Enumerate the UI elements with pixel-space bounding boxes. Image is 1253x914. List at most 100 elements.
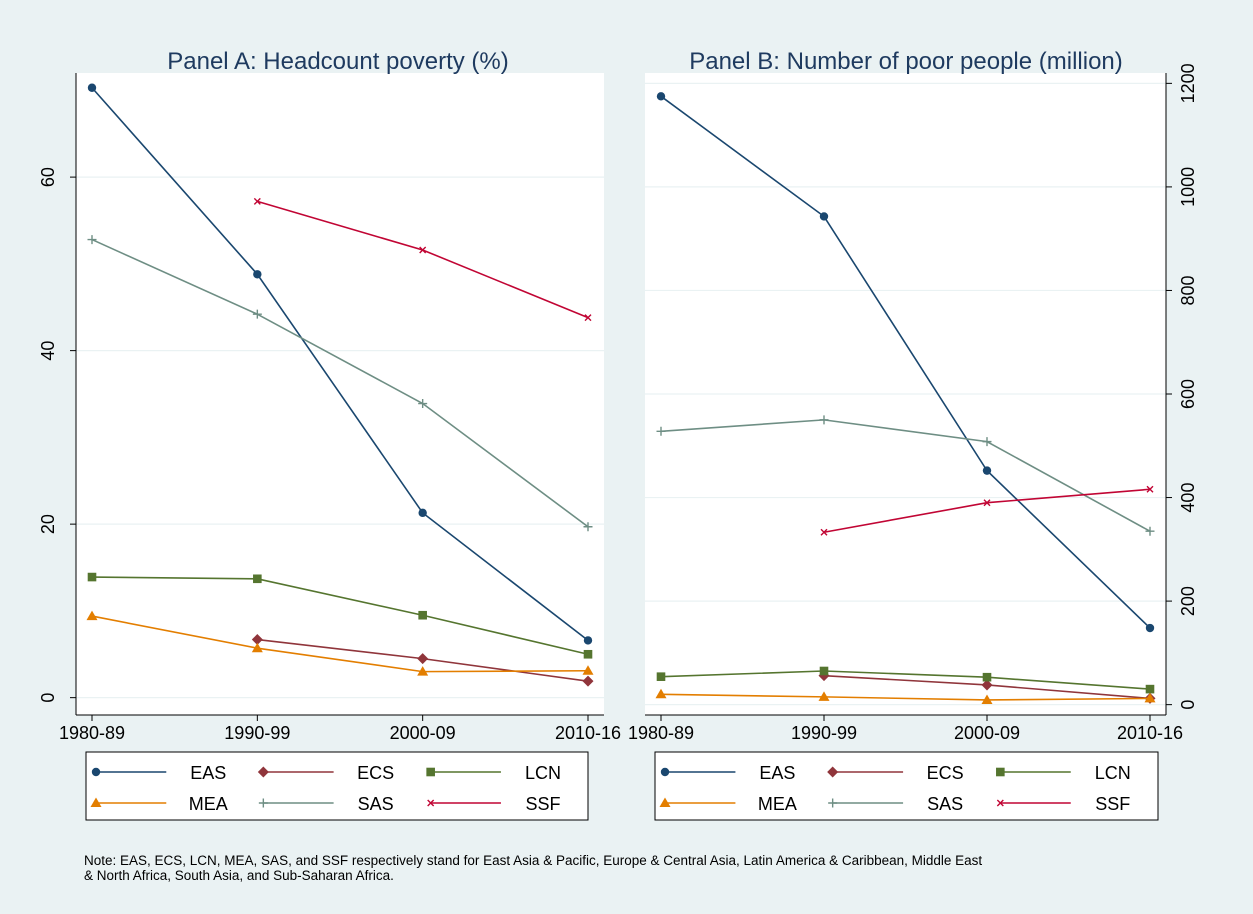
figure-note: Note: EAS, ECS, LCN, MEA, SAS, and SSF r… (84, 853, 1184, 883)
panel-a-x-tick-label: 1980-89 (59, 723, 125, 743)
panel-a-legend-item-eas: EAS (91, 763, 226, 783)
note-line-1: Note: EAS, ECS, LCN, MEA, SAS, and SSF r… (84, 853, 983, 868)
panel-a-series-lcn-point (87, 572, 97, 582)
panel-a-legend-marker (91, 767, 101, 777)
panel-a-series-lcn-point (418, 610, 427, 620)
panel-a: Panel A: Headcount poverty (%) 0 20 40 60 198… (0, 0, 624, 842)
panel-b-series-eas-point (656, 92, 666, 101)
panel-a-legend-label: EAS (190, 763, 226, 783)
panel-a-legend-marker (90, 797, 102, 807)
panel-a-y-tick-label: 60 (38, 167, 58, 187)
panel-a-series-lcn-point (253, 574, 262, 584)
panel-b-x-tick-label: 1990-99 (791, 723, 857, 743)
panel-a-legend-item-sas: SAS (258, 794, 394, 814)
panel-b-series-mea-point (818, 691, 830, 701)
panel-a-legend-label: LCN (525, 763, 561, 783)
panel-b-series-eas-point (982, 466, 992, 475)
panel-b-legend-item-mea: MEA (659, 794, 797, 814)
panel-b-series-sas-point (819, 415, 829, 425)
panel-a-x-tick-label: 2000-09 (390, 723, 456, 743)
panel-b-legend-marker (660, 767, 670, 777)
panel-a-series-sas-point (252, 309, 262, 319)
panel-b-series-mea-point (1144, 692, 1156, 703)
panel-a-x-tick-label: 2010-16 (555, 723, 621, 743)
panel-a-series-ecs-point (582, 675, 594, 687)
panel-a-series-ecs-point (251, 634, 263, 646)
panel-b-legend-label: EAS (759, 763, 795, 783)
panel-b-series-lcn-point (819, 666, 829, 676)
panel-b-legend: EAS ECS LCN MEA SAS SSF (654, 751, 1159, 821)
panel-b-series-lcn-point (982, 672, 992, 682)
note-line-2: & North Africa, South Asia, and Sub-Saha… (84, 868, 394, 883)
panel-a-y-tick-label: 40 (38, 341, 58, 361)
panel-a-series-sas-point (87, 235, 97, 245)
panel-a-series-lcn-line (91, 576, 589, 656)
panel-a-series-eas-point (418, 508, 427, 518)
panel-b-y-tick-label: 200 (1178, 586, 1198, 616)
panel-a-legend-label: SAS (358, 794, 394, 814)
panel-b-series-lcn-line (660, 670, 1151, 690)
panel-a-legend-label: ECS (357, 763, 394, 783)
panel-b-series-lcn-point (656, 672, 666, 681)
panel-a-x-tick-label: 1990-99 (224, 723, 290, 743)
panel-b-series-ecs-point (981, 679, 993, 691)
panel-a-series-eas-point (87, 83, 97, 92)
panel-b-series-sas-point (1145, 526, 1155, 536)
panel-a-series-mea-point (86, 610, 98, 621)
panel-b-series-lcn-point (1145, 684, 1155, 694)
panel-a-series-ecs-point (417, 653, 429, 665)
panel-a-series-eas-line (91, 87, 589, 642)
panel-a-legend-item-ssf: SSF (427, 794, 560, 814)
panel-b-legend-item-eas: EAS (660, 763, 795, 783)
panel-a-legend-box (85, 751, 589, 821)
panel-b-legend-item-sas: SAS (828, 794, 963, 814)
panel-a-y-tick-label: 0 (38, 693, 58, 703)
panel-a-legend-marker (257, 766, 269, 778)
panel-a-legend-marker (427, 799, 435, 807)
panel-a-series-mea-point (417, 666, 429, 676)
panel-b-y-tick-label: 1000 (1178, 167, 1198, 207)
panel-b: Panel B: Number of poor people (million)… (628, 0, 1253, 842)
panel-b-legend-item-ecs: ECS (827, 763, 964, 783)
panel-a-legend-label: SSF (525, 794, 560, 814)
panel-b-x-tick-label: 1980-89 (628, 723, 694, 743)
panel-b-legend-item-lcn: LCN (996, 763, 1131, 783)
panel-a-legend-item-mea: MEA (90, 794, 228, 814)
panel-a-series-ssf-point (419, 246, 427, 254)
panel-a-legend-item-ecs: ECS (257, 763, 394, 783)
panel-a-series-mea-point (582, 665, 594, 675)
panel-b-series-eas-point (819, 212, 829, 221)
panel-b-series-sas-point (982, 437, 992, 447)
panel-b-legend-marker (828, 798, 838, 808)
panel-b-legend-marker (996, 767, 1005, 777)
panel-b-y-tick-label: 600 (1178, 379, 1198, 409)
panel-a-series-sas-line (91, 238, 589, 528)
panel-a-series-sas-point (583, 522, 593, 532)
panel-b-legend-marker (996, 799, 1004, 807)
panel-b-x-tick-label: 2010-16 (1117, 723, 1183, 743)
panel-b-legend-label: MEA (758, 794, 797, 814)
panel-b-legend-item-ssf: SSF (996, 794, 1130, 814)
panel-a-series-mea-point (251, 642, 263, 653)
panel-b-series-ssf-point (983, 499, 991, 507)
panel-b-series-mea-point (981, 694, 993, 704)
panel-a-series-mea-line (91, 615, 589, 673)
panel-b-legend-box (654, 751, 1159, 821)
panel-a-series-sas-point (418, 399, 428, 409)
panel-b-legend-label: SAS (927, 794, 963, 814)
panel-b-legend-marker (827, 766, 839, 778)
panel-b-y-tick-label: 1200 (1178, 63, 1198, 103)
panel-b-y-tick-label: 400 (1178, 483, 1198, 513)
panel-b-series-sas-point (656, 426, 666, 436)
panel-a-legend: EAS ECS LCN MEA SAS SSF (85, 751, 589, 821)
panel-b-series-mea-point (655, 688, 667, 699)
panel-b-series-eas-point (1145, 623, 1155, 633)
panel-a-series-eas-point (253, 270, 262, 279)
panel-a-series-eas-point (583, 636, 593, 645)
panel-a-series-ssf-point (584, 314, 592, 322)
panel-b-series-ssf-point (820, 528, 828, 536)
panel-a-legend-marker (258, 798, 268, 808)
panel-b-legend-label: LCN (1095, 763, 1131, 783)
panel-b-series-mea-line (660, 693, 1151, 701)
